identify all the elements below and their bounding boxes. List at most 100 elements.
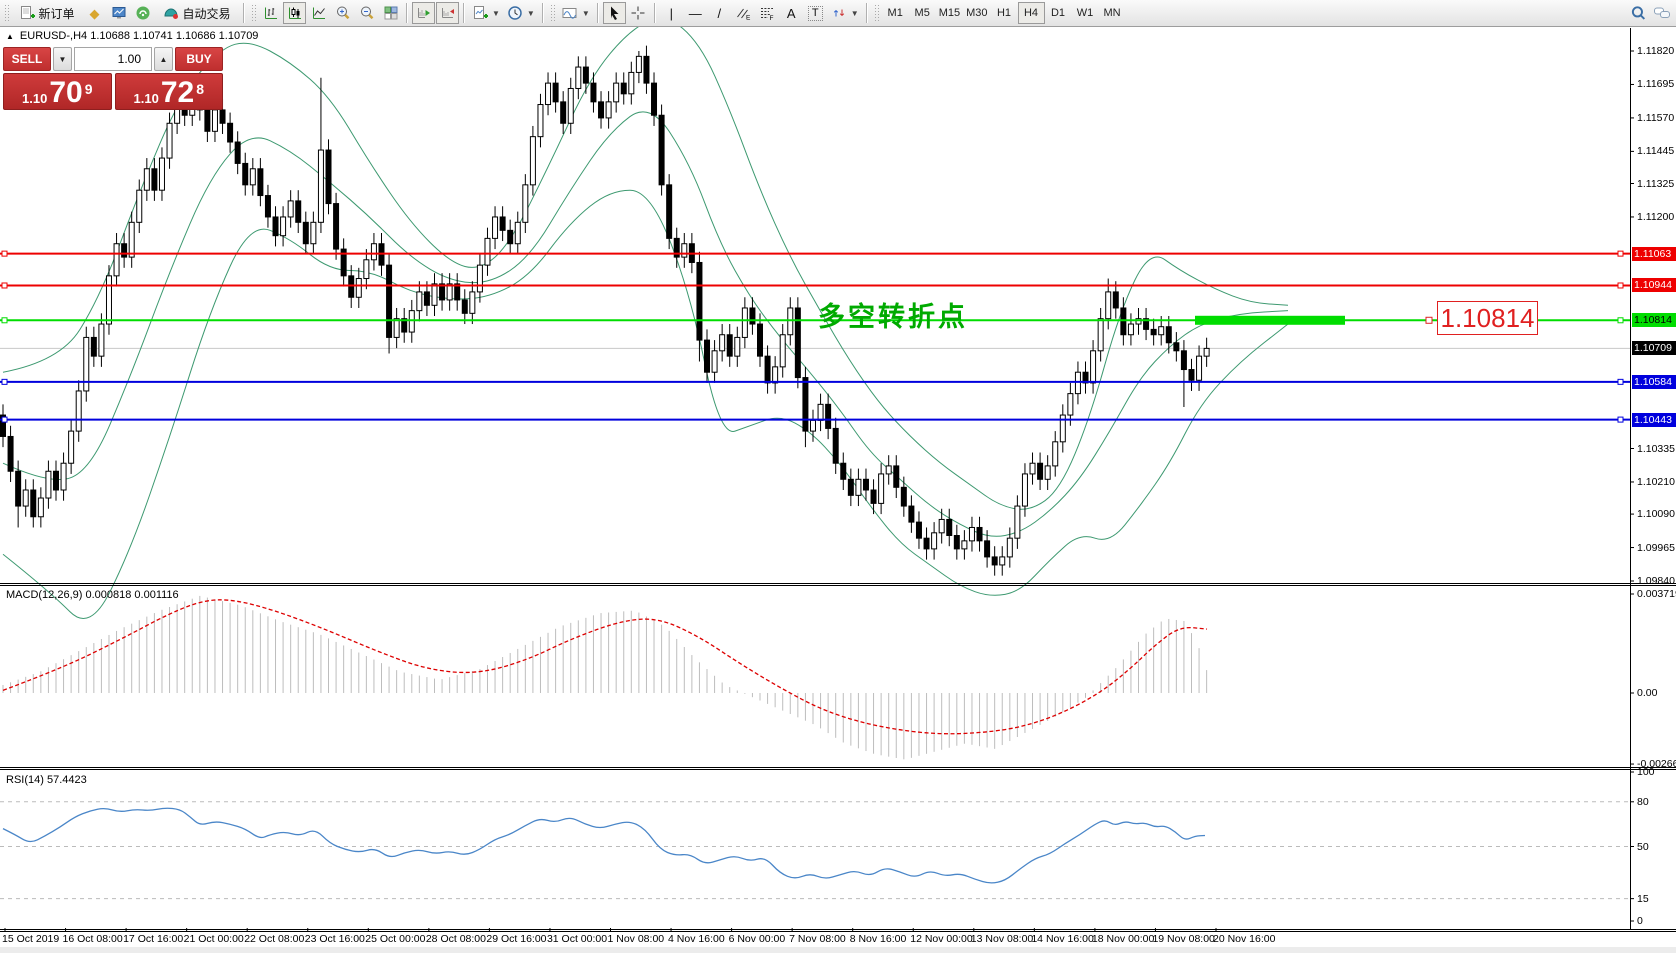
charts-window-button[interactable] bbox=[107, 2, 130, 24]
text-label-button[interactable]: T bbox=[804, 2, 827, 24]
sell-price-prefix: 1.10 bbox=[22, 91, 48, 106]
time-axis-label: 23 Oct 16:00 bbox=[304, 933, 365, 945]
vertical-line-button[interactable]: | bbox=[660, 2, 683, 24]
chevron-down-icon: ▼ bbox=[581, 8, 590, 18]
price-axis-tick: 1.11570 bbox=[1637, 111, 1675, 124]
auto-scroll-icon bbox=[417, 8, 430, 18]
crosshair-button[interactable] bbox=[627, 2, 650, 24]
new-chart-dropdown[interactable]: ▼ bbox=[469, 2, 503, 24]
arrows-dropdown[interactable]: ▼ bbox=[828, 2, 862, 24]
line-handle[interactable] bbox=[1, 282, 8, 289]
price-badge-1.11063: 1.11063 bbox=[1632, 246, 1676, 261]
timeframe-button-h1[interactable]: H1 bbox=[991, 2, 1018, 24]
macd-signal-line bbox=[2, 599, 1208, 735]
price-axis-tick: 0.003719 bbox=[1637, 588, 1676, 600]
volume-input[interactable]: 1.00 bbox=[74, 47, 152, 71]
timeframe-button-w1[interactable]: W1 bbox=[1072, 2, 1099, 24]
label-anchor-handle[interactable] bbox=[1425, 316, 1433, 324]
toolbar-grip[interactable] bbox=[873, 4, 879, 22]
time-axis-label: 12 Nov 00:00 bbox=[910, 933, 973, 945]
time-axis-label: 19 Nov 08:00 bbox=[1152, 933, 1215, 945]
time-axis-label: 13 Nov 08:00 bbox=[970, 933, 1034, 945]
search-icon-button[interactable] bbox=[1627, 2, 1650, 24]
rsi-line bbox=[2, 807, 1206, 884]
line-handle[interactable] bbox=[1, 416, 8, 423]
buy-price-tile[interactable]: 1.10 72 8 bbox=[114, 73, 223, 110]
tile-windows-button[interactable] bbox=[379, 2, 402, 24]
sell-price-big: 70 bbox=[49, 76, 83, 109]
line-handle[interactable] bbox=[1617, 282, 1624, 289]
cursor-button[interactable] bbox=[602, 2, 626, 24]
price-axis-tick: 1.11820 bbox=[1637, 45, 1675, 57]
toolbar-grip[interactable] bbox=[251, 4, 256, 22]
fibonacci-button[interactable]: F bbox=[756, 2, 779, 24]
zoom-in-button[interactable] bbox=[331, 2, 354, 24]
horizontal-line-button[interactable]: — bbox=[684, 2, 707, 24]
auto-scroll-button[interactable] bbox=[412, 2, 435, 24]
timeframe-button-d1[interactable]: D1 bbox=[1045, 2, 1072, 24]
time-axis-label: 22 Oct 08:00 bbox=[244, 933, 305, 945]
line-handle[interactable] bbox=[1617, 416, 1624, 423]
line-handle[interactable] bbox=[1, 378, 8, 385]
collapse-panel-icon[interactable]: ▲ bbox=[6, 31, 14, 41]
line-chart-icon bbox=[312, 7, 325, 19]
timeframe-button-m30[interactable]: M30 bbox=[963, 2, 990, 24]
styler-button[interactable]: ◆ bbox=[83, 2, 106, 24]
trendline-button[interactable]: / bbox=[708, 2, 731, 24]
price-callout-label[interactable]: 1.10814 bbox=[1437, 301, 1538, 335]
toolbar-grip[interactable] bbox=[549, 4, 555, 22]
toolbar-grip[interactable] bbox=[4, 4, 9, 22]
volume-decrease-button[interactable]: ▼ bbox=[53, 47, 72, 71]
time-axis-label: 17 Oct 16:00 bbox=[123, 933, 184, 945]
timeframe-button-mn[interactable]: MN bbox=[1099, 2, 1126, 24]
candlestick-chart-button[interactable] bbox=[283, 2, 306, 24]
timeframe-button-m5[interactable]: M5 bbox=[909, 2, 936, 24]
line-handle[interactable] bbox=[1617, 250, 1624, 257]
indicator-window-icon bbox=[562, 8, 577, 19]
price-badge-1.10709: 1.10709 bbox=[1632, 341, 1676, 356]
sell-button[interactable]: SELL bbox=[3, 47, 51, 71]
text-button[interactable]: A bbox=[780, 2, 803, 24]
horizontal-line-icon: — bbox=[688, 5, 702, 21]
line-handle[interactable] bbox=[1617, 378, 1624, 385]
time-axis-label: 1 Nov 08:00 bbox=[607, 933, 665, 945]
signals-button[interactable] bbox=[131, 2, 154, 24]
channel-icon: E bbox=[737, 8, 751, 21]
bar-chart-icon bbox=[264, 7, 277, 19]
macd-label: MACD(12,26,9) 0.000818 0.001116 bbox=[6, 589, 179, 601]
line-handle[interactable] bbox=[1, 250, 8, 257]
price-axis-tick: 100 bbox=[1637, 766, 1655, 778]
hline-thick-segment[interactable] bbox=[1195, 315, 1345, 325]
timeframe-button-m15[interactable]: M15 bbox=[936, 2, 963, 24]
price-axis-tick: 50 bbox=[1637, 840, 1649, 853]
chat-icon-button[interactable] bbox=[1650, 2, 1674, 24]
chart-shift-button[interactable] bbox=[436, 2, 459, 24]
price-axis-tick: 1.09965 bbox=[1637, 541, 1675, 554]
line-chart-button[interactable] bbox=[307, 2, 330, 24]
timeframe-button-m1[interactable]: M1 bbox=[882, 2, 909, 24]
search-icon bbox=[1631, 5, 1646, 20]
equidistant-channel-button[interactable]: E bbox=[732, 2, 755, 24]
zoom-out-button[interactable] bbox=[355, 2, 378, 24]
bar-chart-button[interactable] bbox=[259, 2, 282, 24]
period-dropdown[interactable]: ▼ bbox=[504, 2, 538, 24]
auto-trading-button[interactable]: 自动交易 bbox=[155, 2, 239, 24]
bollinger-lower-band bbox=[2, 189, 1289, 619]
buy-button[interactable]: BUY bbox=[175, 47, 223, 71]
time-axis-label: 18 Nov 00:00 bbox=[1091, 933, 1155, 945]
sell-price-sup: 9 bbox=[84, 81, 93, 97]
timeframe-button-h4[interactable]: H4 bbox=[1017, 2, 1045, 24]
price-axis-tick: 1.10210 bbox=[1637, 475, 1675, 488]
line-handle[interactable] bbox=[1, 317, 8, 324]
time-axis-label: 25 Oct 00:00 bbox=[365, 933, 426, 945]
line-handle[interactable] bbox=[1617, 317, 1624, 324]
new-order-button[interactable]: 新订单 bbox=[12, 2, 82, 24]
indicator-window-dropdown[interactable]: ▼ bbox=[558, 2, 593, 24]
new-chart-icon bbox=[474, 6, 488, 19]
zoom-in-icon bbox=[336, 6, 349, 20]
chart-annotation-text[interactable]: 多空转折点 bbox=[818, 302, 968, 332]
window-bottom-edge bbox=[0, 947, 1676, 953]
volume-increase-button[interactable]: ▲ bbox=[154, 47, 173, 71]
sell-price-tile[interactable]: 1.10 70 9 bbox=[3, 73, 112, 110]
